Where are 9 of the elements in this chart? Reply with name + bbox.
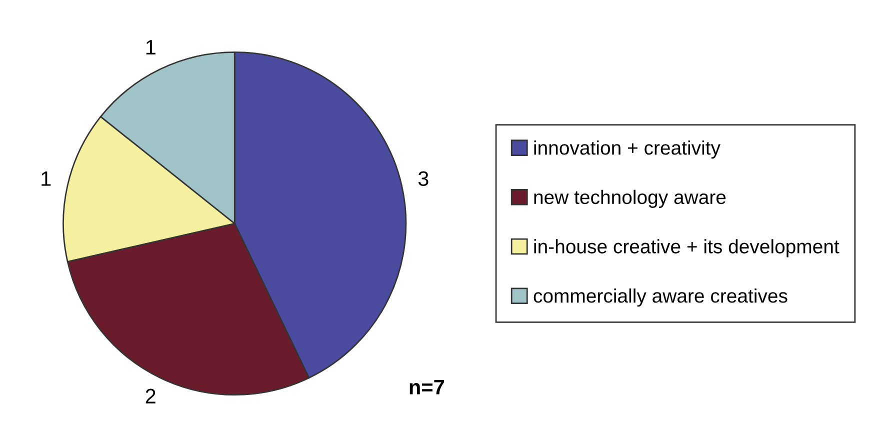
data-label: 1 [42, 171, 51, 186]
text: n=7 [410, 380, 444, 394]
legend-label: in-house creative + its development [534, 239, 840, 258]
legend-label: commercially aware creatives [534, 288, 788, 307]
data-label: 2 [146, 388, 156, 404]
legend-label: innovation + creativity [534, 140, 720, 159]
data-label: 3 [418, 171, 428, 186]
legend-label: new technology aware [534, 190, 726, 208]
data-label: 1 [146, 40, 156, 54]
